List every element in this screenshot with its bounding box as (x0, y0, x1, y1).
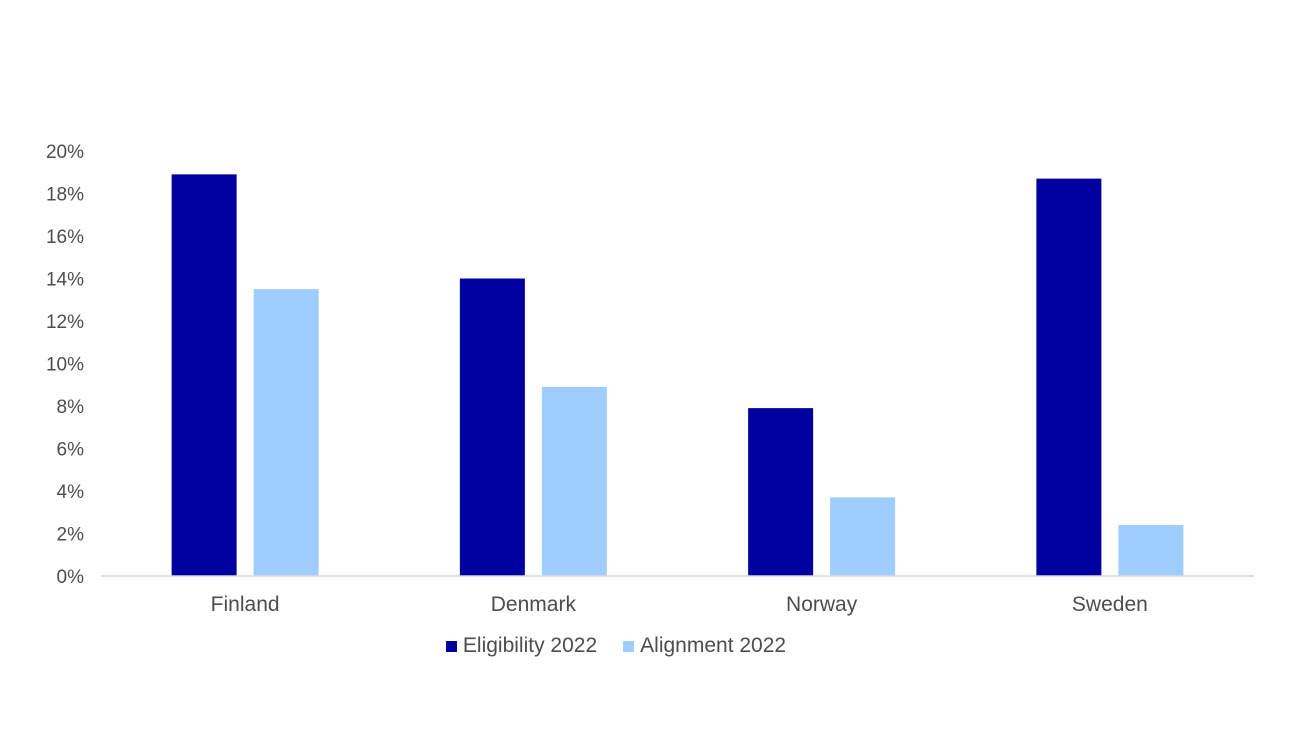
y-tick-label: 10% (46, 355, 84, 376)
legend-swatch-alignment (623, 640, 635, 652)
y-axis: 0% 2% 4% 6% 8% 10% 12% 14% 16% 18% 20% (46, 142, 84, 588)
y-tick-label: 20% (46, 142, 84, 163)
x-category-label: Finland (211, 593, 280, 616)
legend-label-eligibility: Eligibility 2022 (462, 634, 598, 657)
y-tick-label: 6% (57, 440, 85, 461)
y-tick-label: 16% (46, 227, 84, 248)
bar-sweden-eligibility (1036, 178, 1102, 576)
x-axis-labels: Finland Denmark Norway Sweden (211, 593, 1148, 616)
x-category-label: Norway (786, 593, 858, 616)
bar-norway-alignment (830, 497, 896, 576)
legend-label-alignment: Alignment 2022 (640, 634, 787, 657)
bar-denmark-alignment (541, 386, 607, 576)
legend-swatch-eligibility (445, 640, 457, 652)
legend-item-eligibility: Eligibility 2022 (445, 634, 598, 658)
y-tick-label: 8% (57, 397, 85, 418)
bar-finland-eligibility (171, 174, 237, 576)
x-category-label: Denmark (491, 593, 577, 616)
y-tick-label: 2% (57, 525, 85, 546)
y-tick-label: 4% (57, 482, 85, 503)
bars (171, 174, 1184, 576)
y-tick-label: 12% (46, 312, 84, 333)
y-tick-label: 14% (46, 270, 84, 291)
bar-sweden-alignment (1118, 525, 1184, 576)
bar-norway-eligibility (748, 408, 814, 576)
y-tick-label: 18% (46, 185, 84, 206)
legend: Eligibility 2022 Alignment 2022 (0, 634, 1232, 658)
x-category-label: Sweden (1072, 593, 1148, 616)
legend-item-alignment: Alignment 2022 (623, 634, 786, 658)
y-tick-label: 0% (57, 567, 85, 588)
bar-denmark-eligibility (459, 278, 525, 576)
bar-finland-alignment (253, 289, 319, 576)
